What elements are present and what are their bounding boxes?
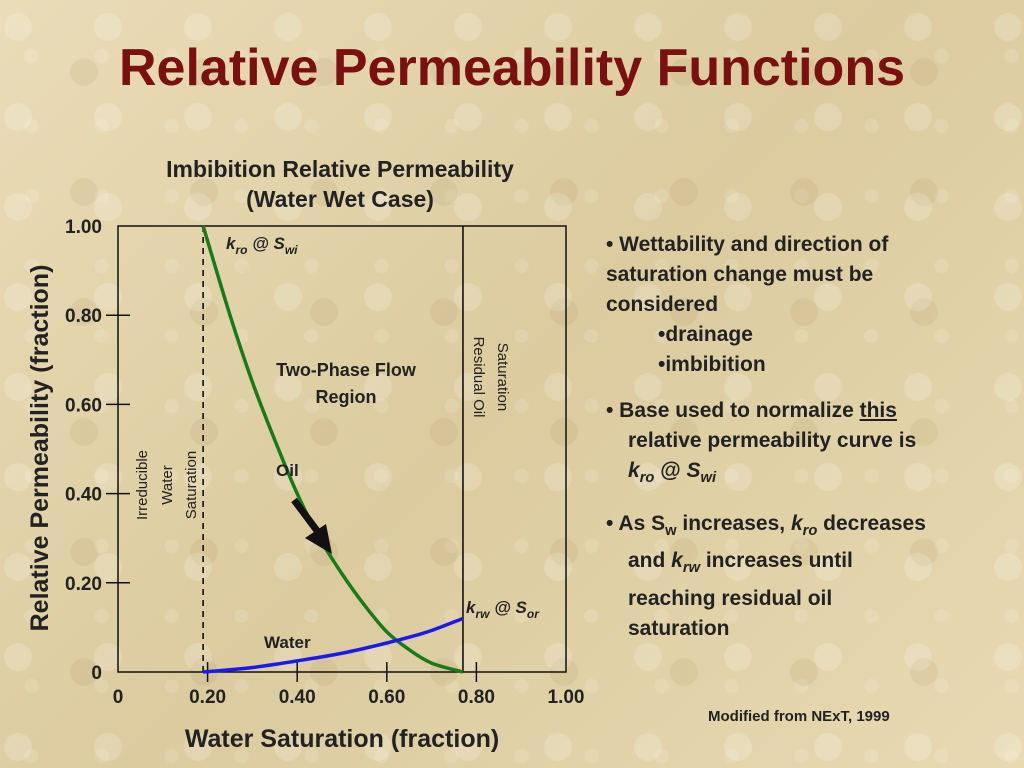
- bullet-1-line2: saturation change must be: [606, 263, 874, 286]
- oil-curve: [201, 225, 464, 674]
- x-tick-label: 0.60: [368, 687, 405, 708]
- oil-direction-arrow-icon: [291, 497, 332, 554]
- plot-frame: [117, 225, 567, 673]
- bullet-3-line2: and krw increases until: [628, 549, 853, 577]
- two-phase-region-label-line1: Two-Phase Flow: [276, 360, 417, 380]
- y-axis-label: Relative Permeability (fraction): [26, 265, 54, 632]
- source-footnote: Modified from NExT, 1999: [708, 708, 890, 725]
- x-tick-label: 1.00: [548, 687, 585, 708]
- y-tick-label: 1.00: [65, 217, 102, 238]
- bullet-1-line3: considered: [606, 293, 719, 316]
- y-tick-label: 0.40: [65, 485, 102, 506]
- bullet-list: • Wettability and direction of saturatio…: [606, 230, 1016, 644]
- x-tick-label: 0.20: [189, 687, 226, 708]
- kro-at-swi-label: kro @ Swi: [226, 234, 298, 257]
- y-tick-label: 0.20: [65, 574, 102, 595]
- bullet-1-line1: • Wettability and direction of: [606, 233, 889, 256]
- bullet-3-line3: reaching residual oil: [628, 586, 833, 610]
- y-tick-label: 0: [91, 663, 102, 684]
- irreducible-label-line3: Saturation: [183, 451, 200, 519]
- bullet-2-line1: • Base used to normalize this: [606, 396, 1016, 426]
- residual-oil-label-line2: Saturation: [494, 343, 511, 411]
- x-tick-label: 0: [113, 687, 124, 708]
- water-curve: [202, 616, 464, 674]
- sub-bullet-imbibition: •imbibition: [658, 353, 766, 376]
- bullet-2-line3: kro @ Swi: [628, 459, 717, 487]
- x-tick-label: 0.40: [279, 687, 316, 708]
- bullet-2-line2: relative permeability curve is: [628, 429, 917, 452]
- krw-at-sor-label: krw @ Sor: [466, 598, 540, 621]
- chart-title: Imbibition Relative Permeability (Water …: [110, 154, 570, 214]
- x-axis-label: Water Saturation (fraction): [185, 725, 499, 753]
- residual-oil-label-line1: Residual Oil: [470, 337, 487, 418]
- x-tick-label: 0.80: [458, 687, 495, 708]
- y-tick-label: 0.80: [65, 306, 102, 327]
- chart-title-line2: (Water Wet Case): [246, 186, 434, 212]
- two-phase-region-label-line2: Region: [316, 387, 377, 407]
- bullet-3-line4: saturation: [628, 616, 730, 640]
- bullet-2-prefix: • Base used to normalize: [606, 399, 860, 422]
- bullet-2-underlined: this: [859, 399, 897, 422]
- sub-bullet-drainage: •drainage: [658, 323, 753, 346]
- y-tick-label: 0.60: [65, 395, 102, 416]
- irreducible-label-line2: Water: [159, 465, 176, 504]
- oil-curve-label: Oil: [276, 461, 299, 480]
- water-curve-label: Water: [264, 633, 311, 652]
- chart-title-line1: Imbibition Relative Permeability: [166, 156, 514, 182]
- irreducible-label-line1: Irreducible: [134, 450, 151, 520]
- bullet-3-line1: • As Sw increases, kro decreases: [606, 512, 926, 540]
- slide-title: Relative Permeability Functions: [118, 39, 906, 97]
